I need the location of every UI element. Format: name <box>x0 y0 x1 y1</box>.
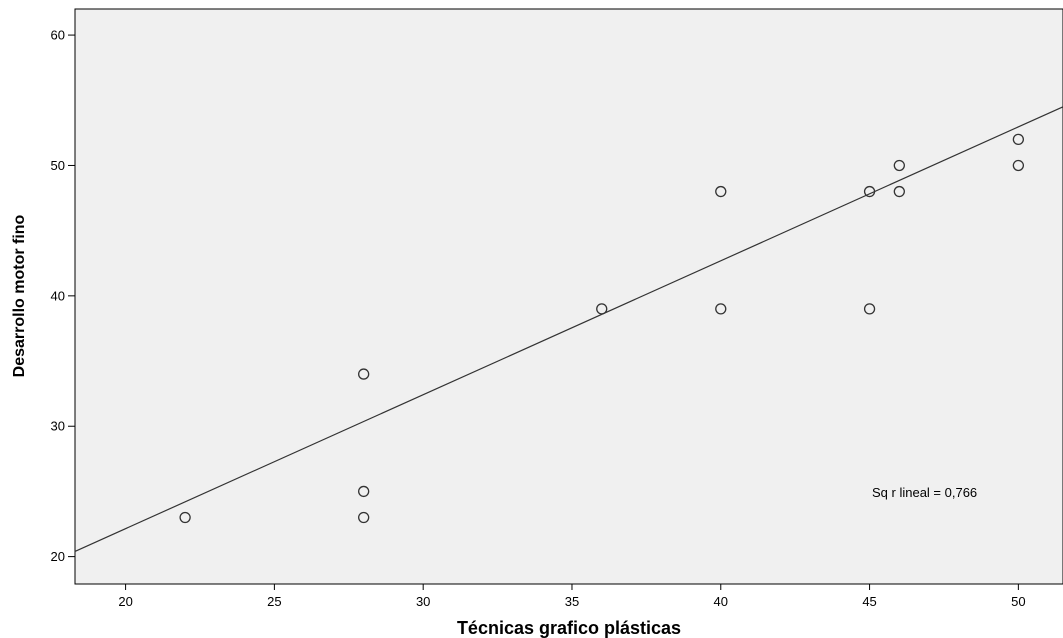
x-tick-label: 50 <box>1011 594 1025 609</box>
x-tick-label: 30 <box>416 594 430 609</box>
data-point <box>179 511 191 524</box>
data-point <box>1012 159 1025 172</box>
x-tick-label: 20 <box>118 594 132 609</box>
data-point <box>893 185 905 198</box>
y-tick-label: 20 <box>51 549 65 564</box>
data-point <box>358 511 370 524</box>
data-point <box>715 185 727 198</box>
x-axis: 20 25 30 35 40 45 50 <box>118 584 1026 609</box>
data-point <box>863 303 876 315</box>
y-tick-label: 50 <box>51 158 65 173</box>
data-point <box>715 303 727 315</box>
x-tick-label: 25 <box>267 594 281 609</box>
x-axis-title: Técnicas grafico plásticas <box>457 618 681 638</box>
points-layer <box>179 133 1025 524</box>
data-point <box>596 303 608 315</box>
y-tick-label: 40 <box>51 288 65 303</box>
y-tick-label: 60 <box>51 28 65 43</box>
x-tick-label: 40 <box>714 594 728 609</box>
y-axis-title: Desarrollo motor fino <box>11 214 28 377</box>
fit-line-layer <box>74 106 1063 552</box>
x-tick-label: 45 <box>862 594 876 609</box>
data-point <box>863 185 876 198</box>
plot-area <box>74 8 1063 585</box>
y-tick-label: 30 <box>51 419 65 434</box>
data-point <box>358 485 370 498</box>
data-point <box>893 159 905 172</box>
data-point <box>358 368 370 380</box>
y-axis: 20 30 40 50 60 <box>51 28 75 564</box>
x-tick-label: 35 <box>565 594 579 609</box>
r-squared-annotation: Sq r lineal = 0,766 <box>872 485 977 500</box>
data-point <box>1012 133 1025 146</box>
regression-line <box>74 106 1063 552</box>
